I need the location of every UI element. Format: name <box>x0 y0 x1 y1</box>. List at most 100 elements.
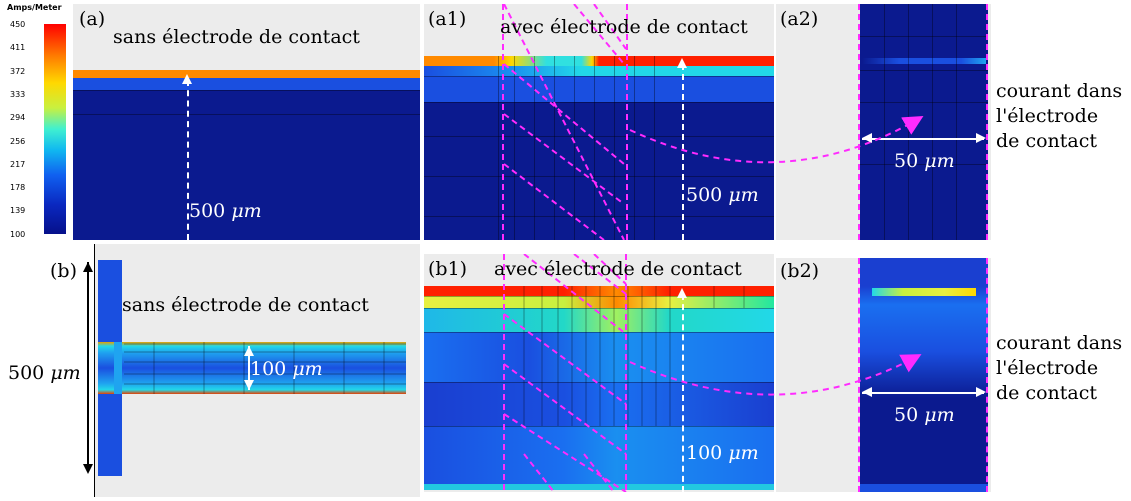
annotation-line: l'électrode <box>996 357 1099 379</box>
panel-b2-bottom-strip <box>860 484 988 492</box>
mesh-line <box>860 70 988 71</box>
panel-a-blue-layer <box>73 78 420 90</box>
arrow-head-icon <box>677 288 687 298</box>
colorbar-tick-label: 178 <box>10 183 26 193</box>
colorbar-tick-label: 411 <box>10 43 26 53</box>
dimension-line <box>248 346 250 390</box>
mesh-line <box>554 56 555 240</box>
panel-a2-current-strip <box>862 58 986 64</box>
mesh-line <box>860 164 988 165</box>
mesh-line <box>514 56 515 240</box>
panel-b-outer-dimension: 500 μm <box>8 362 81 384</box>
panel-b2-dimension: 50 μm <box>894 404 955 426</box>
mesh-line <box>594 56 595 240</box>
dimension-line <box>862 138 984 140</box>
mesh-line <box>424 136 774 137</box>
panel-a2-field <box>860 4 988 240</box>
mesh-line <box>424 308 774 309</box>
mesh-line <box>424 426 774 427</box>
colorbar-unit: Amps/Meter <box>7 3 62 12</box>
mesh-line <box>534 56 535 240</box>
dimension-line <box>187 80 189 240</box>
colorbar-tick-label: 372 <box>10 66 26 76</box>
panel-a-field <box>73 76 420 240</box>
panel-b1: (b1) avec électrode de contact 100 μm <box>424 254 774 492</box>
annotation-bottom: courant dans l'électrode de contact <box>996 334 1131 403</box>
colorbar: Amps/Meter 450 411 372 333 294 256 217 178 139 10… <box>0 0 72 239</box>
mesh-line <box>574 56 575 240</box>
panel-a2-tag: (a2) <box>780 8 819 30</box>
panel-a-contact-strip <box>73 70 420 78</box>
panel-b2-current-strip <box>872 288 976 296</box>
panel-b-title: sans électrode de contact <box>122 294 369 316</box>
panel-b-border <box>94 244 95 497</box>
annotation-line: courant dans <box>996 80 1123 102</box>
mesh-line <box>424 176 774 177</box>
panel-b-joint <box>114 342 122 394</box>
mesh-line <box>424 382 774 383</box>
panel-b1-yellow-layer <box>424 296 774 308</box>
panel-a1-diagonals <box>503 4 627 240</box>
magenta-dashed-line <box>858 4 860 240</box>
panel-a1-title: avec électrode de contact <box>500 16 748 38</box>
panel-a2: (a2) 50 μm <box>776 4 991 240</box>
colorbar-ticks: 450 411 372 333 294 256 217 178 139 100 <box>10 18 40 239</box>
magenta-dashed-line <box>626 4 628 240</box>
mesh-line <box>424 76 774 77</box>
annotation-line: de contact <box>996 130 1098 152</box>
mesh-line <box>932 4 933 240</box>
magenta-dashed-line <box>986 4 988 240</box>
panel-b1-title: avec électrode de contact <box>494 258 742 280</box>
colorbar-tick-label: 333 <box>10 89 26 99</box>
panel-b2-tag: (b2) <box>780 260 820 282</box>
mesh-line <box>884 4 885 240</box>
mesh-line <box>424 216 774 217</box>
panel-a-tag: (a) <box>79 8 106 30</box>
dimension-line <box>862 392 984 394</box>
panel-a1-cyan-layer <box>424 66 774 76</box>
annotation-top: courant dans l'électrode de contact <box>996 82 1131 151</box>
colorbar-tick-label: 139 <box>10 206 26 216</box>
panel-a2-dimension: 50 μm <box>894 150 955 172</box>
mesh-line <box>424 102 774 103</box>
panel-a1-dimension: 500 μm <box>686 184 759 206</box>
panel-a1: (a1) avec électrode de contact 500 μm <box>424 4 774 240</box>
mesh-line <box>73 90 420 91</box>
arrow-head-icon <box>182 74 192 84</box>
panel-b: sans électrode de contact 100 μm <box>94 244 420 497</box>
panel-a1-contact-strip <box>424 56 774 66</box>
colorbar-tick-label: 256 <box>10 136 26 146</box>
mesh-line <box>424 332 774 333</box>
panel-b2: (b2) 50 μm <box>776 258 991 492</box>
annotation-line: de contact <box>996 382 1098 404</box>
colorbar-tick-label: 450 <box>10 20 26 29</box>
mesh-line <box>424 296 774 297</box>
annotation-line: courant dans <box>996 332 1123 354</box>
mesh-line <box>860 36 988 37</box>
annotation-line: l'électrode <box>996 105 1099 127</box>
panel-b1-bottom-layer <box>424 426 774 486</box>
dimension-line <box>682 294 684 492</box>
mesh-line <box>908 4 909 240</box>
mesh-line <box>614 56 615 240</box>
panel-b1-bottom-strip <box>424 484 774 490</box>
colorbar-tick-label: 294 <box>10 113 26 123</box>
magenta-dashed-line <box>502 4 504 240</box>
panel-a-title: sans électrode de contact <box>113 26 360 48</box>
panel-b-mesh <box>124 342 406 394</box>
magenta-dashed-line <box>986 258 988 492</box>
magenta-dashed-line <box>858 258 860 492</box>
panel-a1-blue-layer <box>424 76 774 102</box>
arrow-head-icon <box>677 58 687 68</box>
dimension-line <box>682 64 684 240</box>
panel-b-height-arrow <box>87 262 89 472</box>
mesh-line <box>956 4 957 240</box>
panel-b1-tag: (b1) <box>428 258 468 280</box>
colorbar-gradient <box>44 24 66 234</box>
panel-b1-contact-strip <box>424 286 774 296</box>
panel-b-inner-dimension: 100 μm <box>250 358 323 380</box>
panel-a1-tag: (a1) <box>428 8 467 30</box>
panel-a-dimension: 500 μm <box>189 200 262 222</box>
panel-a: (a) sans électrode de contact 500 μm <box>73 4 420 240</box>
mesh-line <box>860 102 988 103</box>
